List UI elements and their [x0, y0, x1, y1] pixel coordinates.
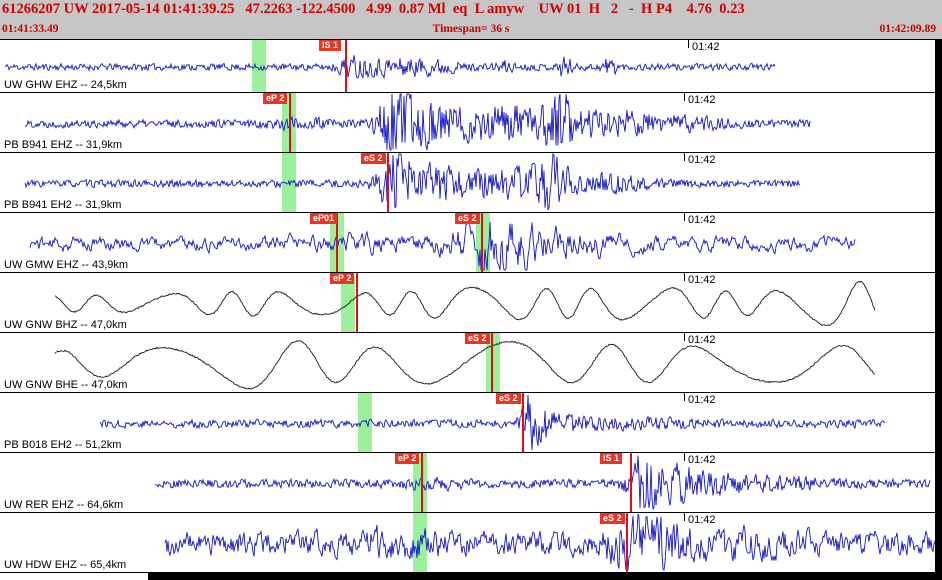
pick-window-band — [252, 40, 266, 92]
time-tick-label: 01:42 — [688, 454, 716, 466]
channel-label: UW HDW EHZ -- 65,4km — [4, 559, 127, 571]
phase-pick-line — [491, 333, 493, 392]
channel-row: 01:42 UW GNW BHZ -- 47,0km eP 2 — [0, 273, 942, 333]
channel-label: UW GMW EHZ -- 43,9km — [4, 259, 129, 271]
time-tick-mark — [684, 153, 685, 161]
phase-pick-line — [356, 273, 358, 332]
channel-row: 01:42 UW GNW BHE -- 47,0km eS 2 — [0, 333, 942, 393]
time-tick-label: 01:42 — [692, 41, 720, 53]
channel-row: 01:42 UW HDW EHZ -- 65,4km eS 2 — [0, 513, 942, 573]
pick-window-band — [413, 453, 427, 512]
time-tick-mark — [684, 333, 685, 341]
channel-row: 01:42 UW RER EHZ -- 64,6km eP 2 iS 1 — [0, 453, 942, 513]
phase-pick-flag[interactable]: eS 2 — [496, 393, 521, 404]
channel-row: 01:42 PB B018 EH2 -- 51,2km eS 2 — [0, 393, 942, 453]
waveform-trace[interactable] — [0, 453, 942, 512]
window-start-time: 01:41:33.49 — [2, 23, 59, 35]
phase-pick-flag[interactable]: eP01 — [310, 213, 338, 224]
channel-label: UW GNW BHZ -- 47,0km — [4, 319, 127, 331]
phase-pick-line — [626, 513, 628, 572]
time-tick-mark — [684, 273, 685, 281]
time-tick-mark — [684, 393, 685, 401]
time-tick-label: 01:42 — [688, 274, 716, 286]
time-tick-mark — [684, 93, 685, 101]
event-summary-line: 61266207 UW 2017-05-14 01:41:39.25 47.22… — [2, 1, 745, 17]
channel-label: UW GHW EHZ -- 24,5km — [4, 79, 127, 91]
time-tick-label: 01:42 — [688, 514, 716, 526]
horizontal-scrollbar[interactable] — [148, 573, 936, 580]
waveform-trace[interactable] — [0, 393, 942, 452]
waveform-trace[interactable] — [0, 273, 942, 332]
phase-pick-flag[interactable]: eP 2 — [263, 93, 288, 104]
phase-pick-flag[interactable]: iS 1 — [600, 453, 623, 464]
phase-pick-flag[interactable]: IS 1 — [319, 40, 342, 51]
channel-row: 01:42 UW GMW EHZ -- 43,9km eP01 eS 2 — [0, 213, 942, 273]
phase-pick-line — [630, 453, 632, 512]
waveform-trace[interactable] — [0, 93, 942, 152]
channel-row: 01:42 UW GHW EHZ -- 24,5km IS 1 — [0, 40, 942, 93]
time-tick-mark — [684, 513, 685, 521]
waveform-trace[interactable] — [0, 40, 942, 92]
phase-pick-line — [345, 40, 347, 92]
pick-window-band — [358, 393, 372, 452]
event-header-bar: 61266207 UW 2017-05-14 01:41:39.25 47.22… — [0, 0, 942, 40]
channel-label: PB B941 EHZ -- 31,9km — [4, 139, 122, 151]
time-tick-label: 01:42 — [688, 334, 716, 346]
phase-pick-line — [421, 453, 423, 512]
vertical-scrollbar[interactable] — [935, 40, 942, 580]
time-tick-mark — [688, 40, 689, 48]
phase-pick-flag[interactable]: eS 2 — [455, 213, 480, 224]
channel-label: UW GNW BHE -- 47,0km — [4, 379, 128, 391]
time-tick-mark — [684, 213, 685, 221]
phase-pick-flag[interactable]: eS 2 — [465, 333, 490, 344]
time-tick-mark — [684, 453, 685, 461]
phase-pick-flag[interactable]: eS 2 — [600, 513, 625, 524]
pick-window-band — [486, 333, 500, 392]
time-window-bar: 01:41:33.49 Timespan= 36 s 01:42:09.89 — [0, 23, 942, 38]
phase-pick-line — [522, 393, 524, 452]
phase-pick-flag[interactable]: eS 2 — [361, 153, 386, 164]
channel-row: 01:42 PB B941 EHZ -- 31,9km eP 2 — [0, 93, 942, 153]
time-tick-label: 01:42 — [688, 94, 716, 106]
channel-label: PB B018 EH2 -- 51,2km — [4, 439, 122, 451]
window-end-time: 01:42:09.89 — [879, 23, 936, 35]
time-tick-label: 01:42 — [688, 394, 716, 406]
phase-pick-line — [336, 213, 338, 272]
waveform-trace[interactable] — [0, 213, 942, 272]
time-tick-label: 01:42 — [688, 214, 716, 226]
phase-pick-line — [481, 213, 483, 272]
channel-label: PB B941 EH2 -- 31,9km — [4, 199, 122, 211]
pick-window-band — [341, 273, 355, 332]
phase-pick-flag[interactable]: eP 2 — [395, 453, 420, 464]
phase-pick-flag[interactable]: eP 2 — [330, 273, 355, 284]
waveform-trace[interactable] — [0, 333, 942, 392]
waveform-trace[interactable] — [0, 513, 942, 572]
waveform-trace[interactable] — [0, 153, 942, 212]
channel-label: UW RER EHZ -- 64,6km — [4, 499, 124, 511]
timespan-label: Timespan= 36 s — [432, 23, 510, 35]
phase-pick-line — [387, 153, 389, 212]
phase-pick-line — [289, 93, 291, 152]
time-tick-label: 01:42 — [688, 154, 716, 166]
channel-row: 01:42 PB B941 EH2 -- 31,9km eS 2 — [0, 153, 942, 213]
